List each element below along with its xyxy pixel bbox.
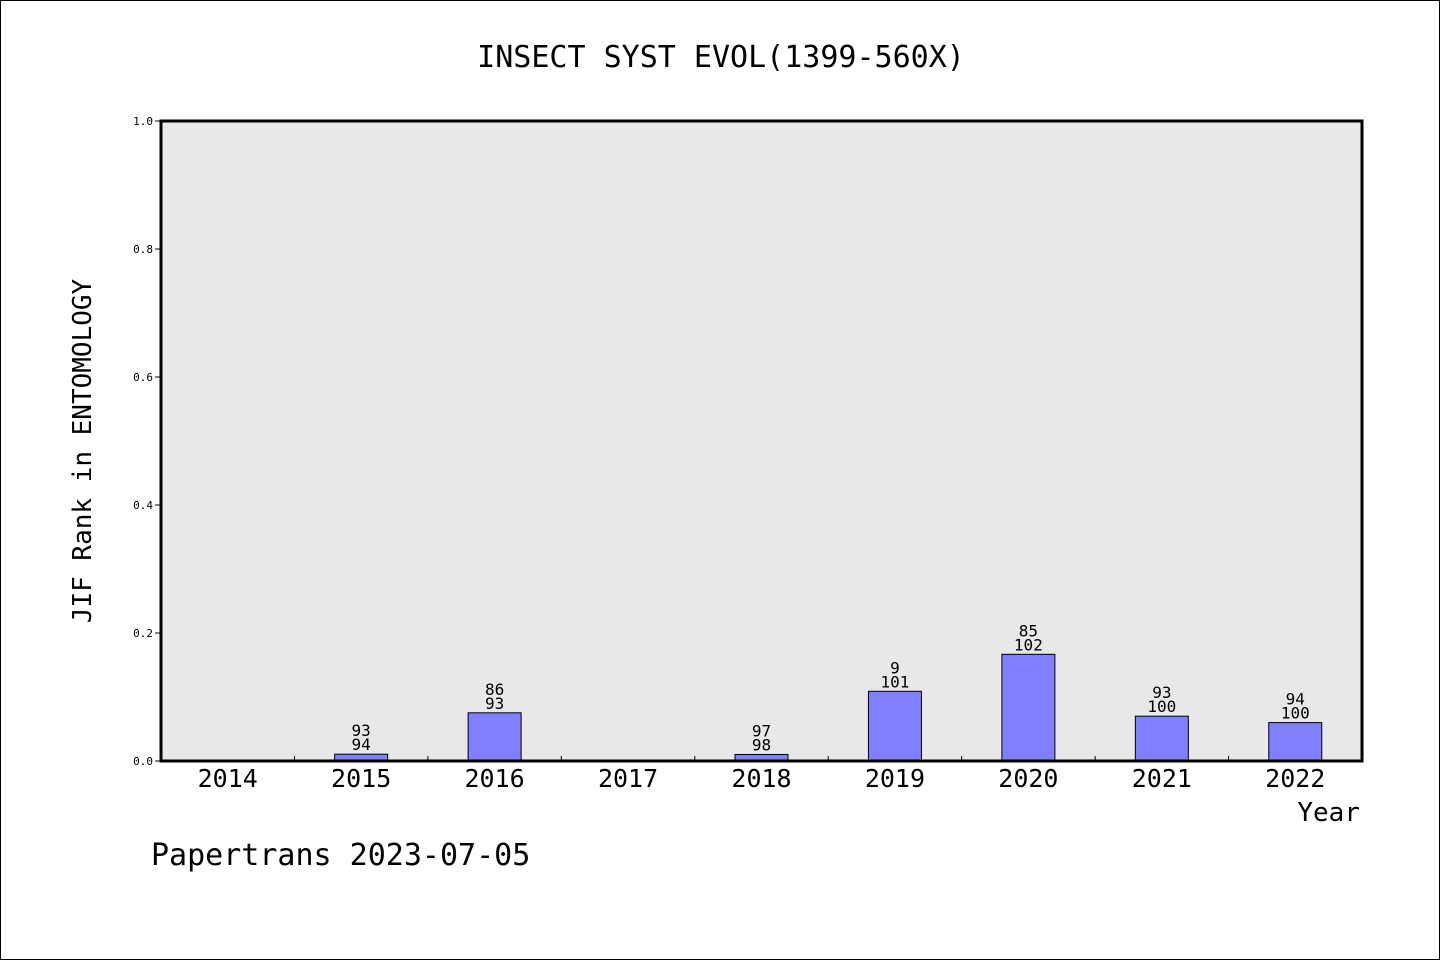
bar: [467, 712, 522, 762]
x-tick-label: 2018: [731, 764, 791, 793]
bar-rank-label: 94: [1286, 690, 1305, 709]
x-tick-label: 2021: [1132, 764, 1192, 793]
x-tick-label: 2014: [198, 764, 258, 793]
x-axis-label: Year: [1297, 798, 1360, 828]
y-axis-label: JIF Rank in ENTOMOLOGY: [68, 278, 98, 623]
bar: [867, 690, 922, 762]
bar-total-label: 98: [752, 735, 771, 754]
chart-title: INSECT SYST EVOL(1399-560X): [477, 40, 965, 75]
bar: [1268, 722, 1323, 762]
bar-total-label: 102: [1014, 635, 1043, 654]
y-axis: 0.0 0.2 0.4 0.6 0.8 1.0: [133, 115, 161, 768]
plot-area: [161, 121, 1362, 761]
x-tick-label: 2016: [465, 764, 525, 793]
bar-rank-label: 93: [1152, 683, 1171, 702]
bar-total-label: 101: [880, 672, 909, 691]
bar-total-label: 100: [1281, 704, 1310, 723]
plot-border: [159, 119, 1364, 763]
x-tick-label: 2017: [598, 764, 658, 793]
bar: [1134, 715, 1189, 762]
bar-total-label: 93: [485, 694, 504, 713]
bar-rank-label: 86: [485, 680, 504, 699]
bar-rank-label: 97: [752, 721, 771, 740]
footer-text: Papertrans 2023-07-05: [151, 838, 530, 873]
bar-total-label: 94: [352, 735, 371, 754]
y-tick-label: 1.0: [133, 115, 153, 128]
y-tick-label: 0.6: [133, 371, 153, 384]
x-tick-label: 2019: [865, 764, 925, 793]
bar-rank-label: 85: [1019, 621, 1038, 640]
y-tick-label: 0.4: [133, 499, 153, 512]
y-tick-label: 0.2: [133, 627, 153, 640]
x-tick-label: 2020: [998, 764, 1058, 793]
y-tick-label: 0.8: [133, 243, 153, 256]
x-tick-label: 2022: [1265, 764, 1325, 793]
x-tick-label: 2015: [331, 764, 391, 793]
bar-total-label: 100: [1147, 697, 1176, 716]
x-axis: 2014 2015 2016 2017 2018 2019 2020 2021 2022: [198, 756, 1325, 793]
y-tick-label: 0.0: [133, 755, 153, 768]
bar-rank-label: 93: [352, 721, 371, 740]
bar: [1001, 653, 1056, 762]
bar-rank-label: 9: [890, 658, 900, 677]
